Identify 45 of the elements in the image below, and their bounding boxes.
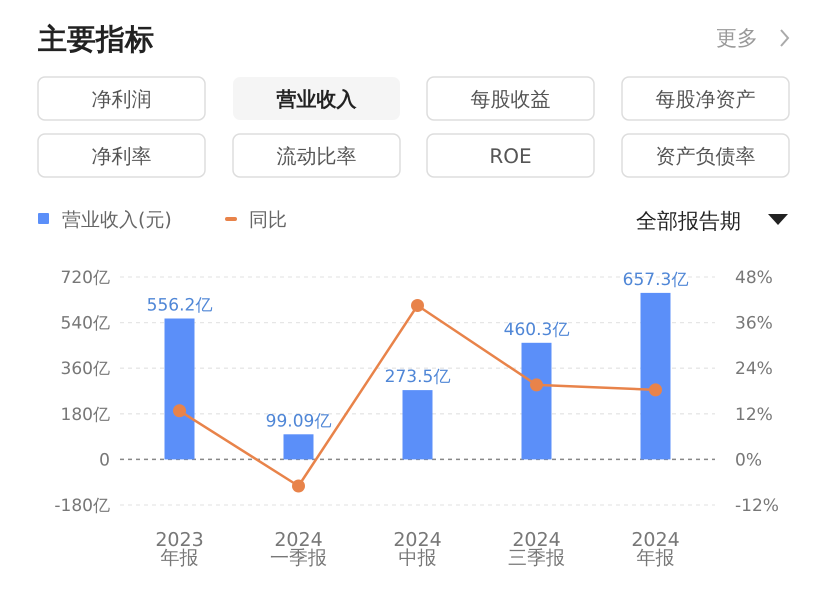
bar bbox=[402, 390, 432, 460]
text: 更多 bbox=[716, 26, 758, 50]
data-label: 460.3亿 bbox=[504, 320, 570, 340]
y2-tick-label: 24% bbox=[735, 359, 773, 380]
text: 资产负债率 bbox=[656, 144, 756, 168]
legend-label: 同比 bbox=[249, 209, 287, 231]
data-label: 657.3亿 bbox=[622, 270, 688, 290]
x-tick-label: 2024 中报 bbox=[393, 529, 442, 569]
chart-title: 主要指标 bbox=[37, 22, 154, 56]
point bbox=[649, 383, 662, 396]
x-tick-label: 2023 年报 bbox=[155, 529, 204, 569]
text: 每股净资产 bbox=[656, 87, 756, 111]
text: 营业收入 bbox=[276, 87, 358, 111]
x-tick-label: 2024 三季报 bbox=[508, 529, 565, 569]
point bbox=[173, 404, 186, 418]
bar bbox=[164, 318, 194, 460]
data-label: 99.09亿 bbox=[266, 411, 332, 432]
y2-tick-label: 48% bbox=[735, 268, 773, 288]
text: 净利率 bbox=[92, 144, 152, 168]
bar bbox=[284, 434, 314, 460]
y2-tick-label: 12% bbox=[735, 404, 773, 425]
text: 净利润 bbox=[92, 87, 152, 111]
x-tick-label: 2024 年报 bbox=[631, 529, 680, 569]
bar bbox=[640, 292, 670, 460]
y2-tick-label: 36% bbox=[735, 314, 773, 334]
text: 全部报告期 bbox=[636, 209, 741, 233]
text: 每股收益 bbox=[470, 87, 550, 111]
legend-label: 营业收入(元) bbox=[62, 209, 172, 231]
point bbox=[530, 378, 543, 392]
text: ROE bbox=[489, 144, 532, 168]
data-label: 273.5亿 bbox=[384, 367, 450, 388]
text: 流动比率 bbox=[276, 144, 356, 168]
y-tick-label: 0 bbox=[99, 450, 110, 470]
bar bbox=[522, 342, 552, 460]
y-tick-label: 540亿 bbox=[60, 314, 110, 334]
y-tick-label: 180亿 bbox=[60, 404, 110, 425]
y-tick-label: 720亿 bbox=[60, 268, 110, 288]
y2-tick-label: 0% bbox=[735, 450, 762, 470]
y-tick-label: 360亿 bbox=[60, 359, 110, 380]
point bbox=[411, 299, 424, 312]
y-tick-label: -180亿 bbox=[54, 496, 110, 516]
x-tick-label: 2024 一季报 bbox=[270, 529, 327, 569]
data-label: 556.2亿 bbox=[146, 295, 212, 316]
point bbox=[292, 480, 305, 492]
y2-tick-label: -12% bbox=[735, 496, 779, 516]
